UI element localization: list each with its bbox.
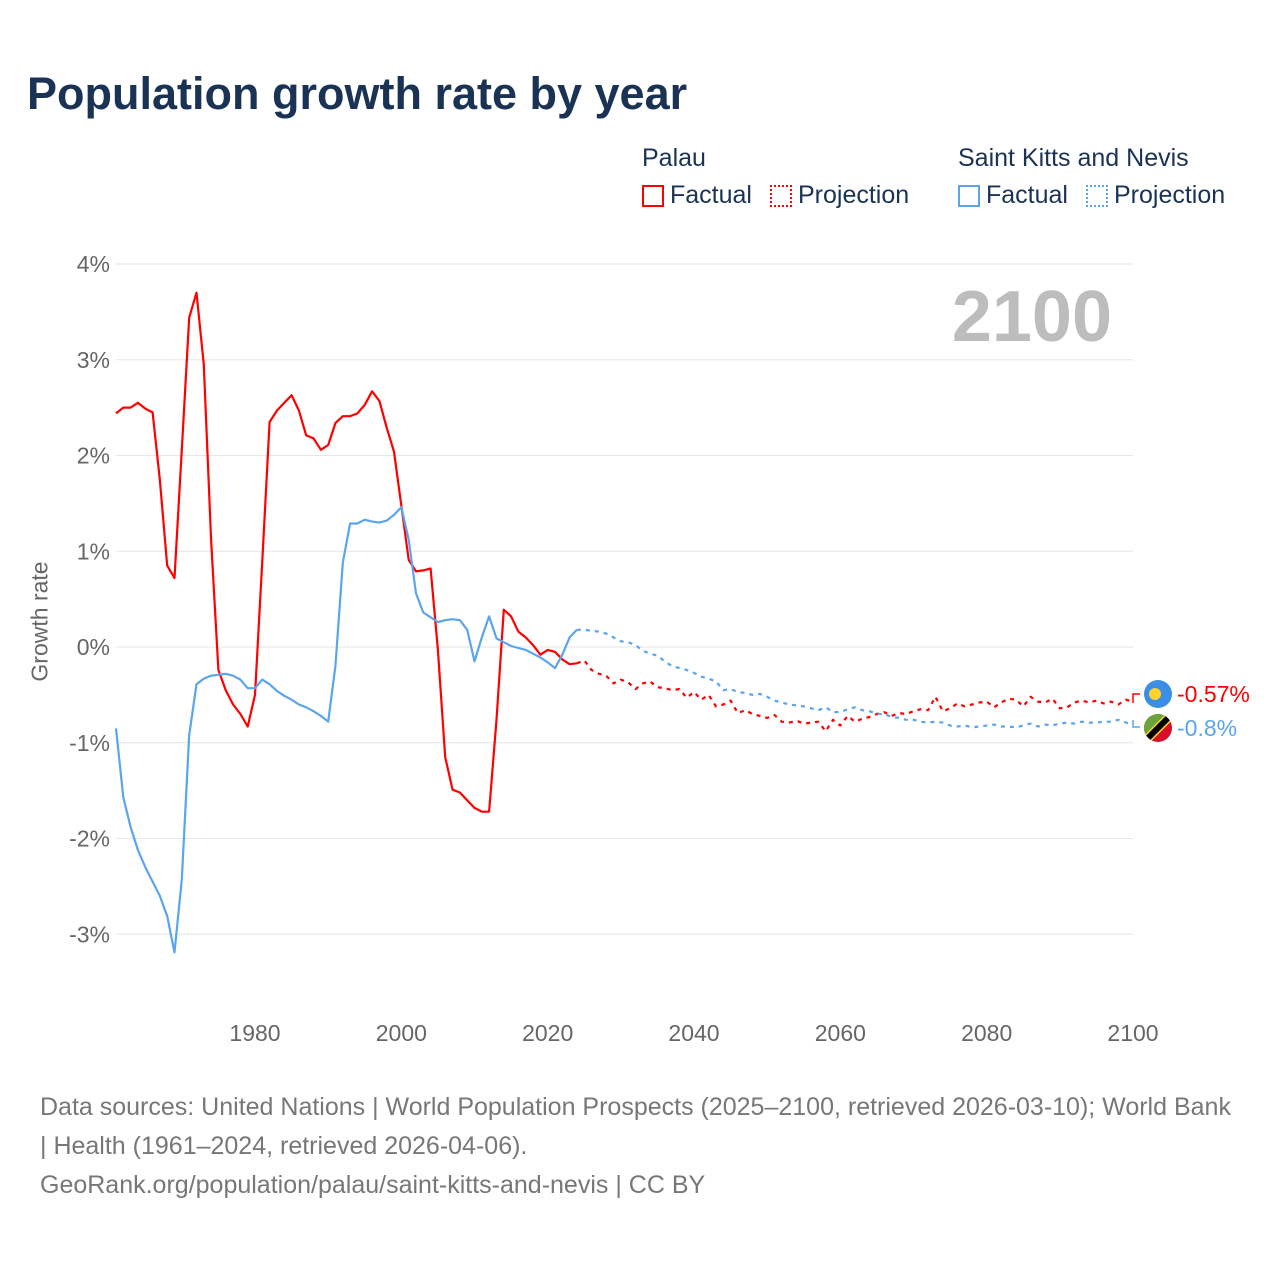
x-tick-label: 2040 <box>668 1020 719 1046</box>
source-text: Data sources: United Nations | World Pop… <box>40 1093 1231 1160</box>
y-tick-label: 3% <box>77 347 110 373</box>
year-badge: 2100 <box>951 277 1112 357</box>
legend-skn-factual[interactable]: Factual <box>958 181 1068 210</box>
legend-group-name: Saint Kitts and Nevis <box>958 144 1189 172</box>
legend-group-name: Palau <box>642 144 706 172</box>
y-tick-label: -1% <box>69 730 110 756</box>
solid-swatch-icon <box>958 184 980 207</box>
palau-flag-icon <box>1144 680 1172 708</box>
skn-end-value: -0.8% <box>1177 715 1237 741</box>
palau-factual-line[interactable] <box>115 291 578 813</box>
saint-kitts-and-nevis-flag-icon <box>1144 714 1172 742</box>
source-note: Data sources: United Nations | World Pop… <box>40 1088 1240 1205</box>
y-tick-label: 2% <box>77 443 110 469</box>
legend-skn: Saint Kitts and Nevis Factual Projection <box>958 144 1225 210</box>
dotted-swatch-icon <box>769 184 792 207</box>
legend-label: Projection <box>797 181 910 209</box>
legend-label: Factual <box>986 181 1068 209</box>
legend-label: Factual <box>670 181 752 209</box>
x-tick-label: 2060 <box>815 1020 866 1046</box>
source-url[interactable]: GeoRank.org/population/palau/saint-kitts… <box>40 1171 706 1199</box>
x-tick-label: 2100 <box>1107 1020 1158 1046</box>
palau-end-connector <box>1132 693 1140 703</box>
skn-end-connector <box>1132 720 1140 728</box>
palau-end-value: -0.57% <box>1177 681 1250 707</box>
legend-palau: Palau Factual Projection <box>642 144 909 210</box>
legend-palau-factual[interactable]: Factual <box>642 181 752 210</box>
chart-title: Population growth rate by year <box>27 68 688 119</box>
y-tick-label: -3% <box>69 921 110 947</box>
legend-label: Projection <box>1113 181 1226 209</box>
y-tick-label: 0% <box>77 634 110 660</box>
y-tick-label: 1% <box>77 538 110 564</box>
y-tick-label: 4% <box>77 251 110 277</box>
legend-palau-projection[interactable]: Projection <box>769 181 910 210</box>
dotted-swatch-icon <box>1085 184 1108 207</box>
skn-factual-line[interactable] <box>114 506 578 954</box>
x-tick-label: 2080 <box>961 1020 1012 1046</box>
x-tick-label: 1980 <box>229 1020 280 1046</box>
palau-projection-line[interactable] <box>576 659 1134 733</box>
x-tick-label: 2020 <box>522 1020 573 1046</box>
skn-projection-line[interactable] <box>576 628 1134 729</box>
solid-swatch-icon <box>642 184 664 207</box>
x-tick-label: 2000 <box>376 1020 427 1046</box>
legend-skn-projection[interactable]: Projection <box>1085 181 1226 210</box>
y-tick-label: -2% <box>69 826 110 852</box>
